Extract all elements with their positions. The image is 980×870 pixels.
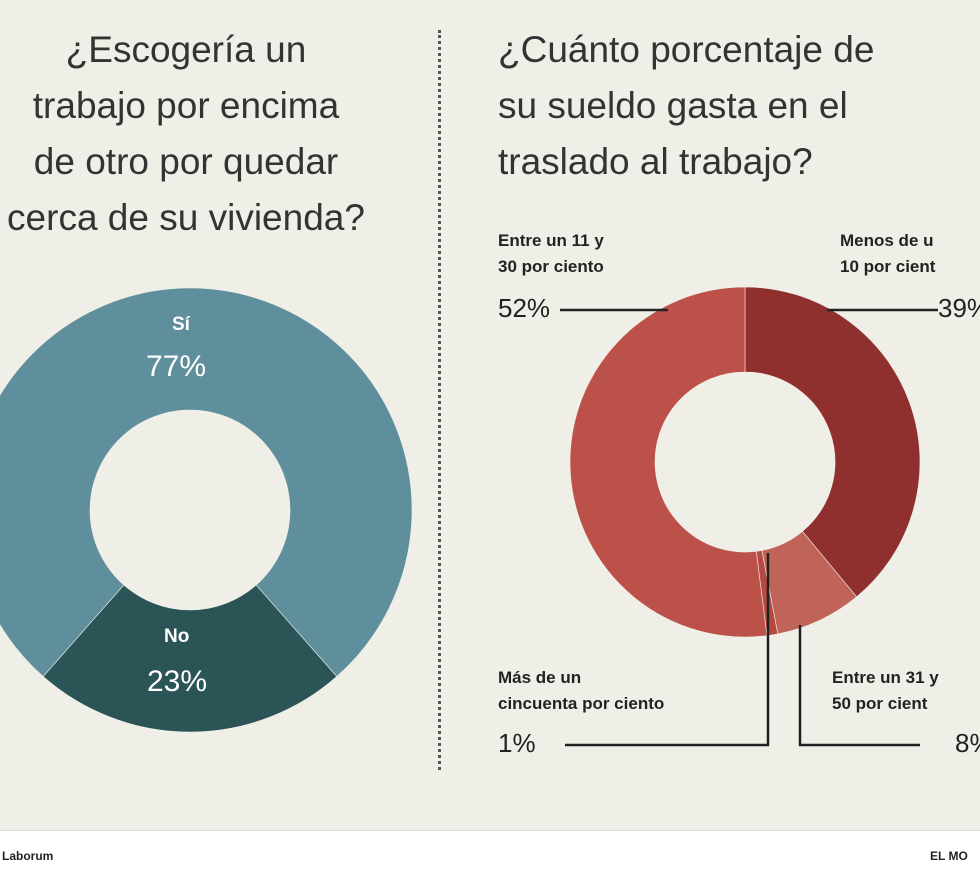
right-title-line-2: su sueldo gasta en el — [498, 85, 848, 126]
label-mas-50-line-2: cincuenta por ciento — [498, 694, 665, 713]
left-donut-chart — [0, 287, 413, 733]
label-menos-10-line-2: 10 por cient — [840, 257, 936, 276]
left-donut-center-hole — [90, 410, 290, 610]
right-donut-chart — [569, 286, 921, 638]
label-mas-50: Más de un cincuenta por ciento — [498, 665, 664, 717]
value-mas-50: 1% — [498, 728, 536, 758]
leader-lines — [560, 308, 938, 747]
leader-line-mas-50 — [565, 553, 770, 747]
label-menos-10-line-1: Menos de u — [840, 231, 934, 250]
right-chart-title: ¿Cuánto porcentaje de su sueldo gasta en… — [498, 22, 874, 190]
label-entre-31-50-line-1: Entre un 31 y — [832, 668, 939, 687]
label-entre-11-30: Entre un 11 y 30 por ciento — [498, 228, 604, 280]
right-title-line-1: ¿Cuánto porcentaje de — [498, 29, 875, 70]
footer: Laborum EL MO — [0, 830, 980, 870]
label-entre-11-30-line-1: Entre un 11 y — [498, 231, 604, 250]
footer-source: Laborum — [2, 849, 54, 863]
left-chart-title: ¿Escogería un trabajo por encima de otro… — [0, 22, 372, 246]
value-si: 77% — [146, 350, 207, 383]
left-title-line-2: trabajo por encima — [32, 85, 340, 126]
leader-line-entre-31-50 — [798, 625, 920, 747]
label-entre-31-50-line-2: 50 por cient — [832, 694, 928, 713]
value-entre-31-50: 8% — [955, 728, 980, 758]
footer-credit: EL MO — [930, 849, 968, 863]
label-si: Sí — [172, 314, 190, 335]
left-title-line-3: de otro por quedar — [33, 141, 339, 182]
label-menos-10: Menos de u 10 por cient — [840, 228, 935, 280]
value-no: 23% — [147, 665, 208, 698]
left-title-line-1: ¿Escogería un — [65, 29, 307, 70]
right-title-line-3: traslado al trabajo? — [498, 141, 813, 182]
donut-charts — [0, 286, 938, 747]
label-entre-11-30-line-2: 30 por ciento — [498, 257, 604, 276]
right-donut-center-hole — [655, 372, 835, 552]
right-donut-slice-4 — [569, 286, 768, 638]
left-title-line-4: cerca de su vivienda? — [7, 197, 365, 238]
dotted-divider — [438, 30, 441, 770]
label-no: No — [164, 626, 190, 647]
label-entre-31-50: Entre un 31 y 50 por cient — [832, 665, 939, 717]
label-mas-50-line-1: Más de un — [498, 668, 582, 687]
value-menos-10: 39% — [938, 293, 980, 323]
value-entre-11-30: 52% — [498, 293, 551, 323]
